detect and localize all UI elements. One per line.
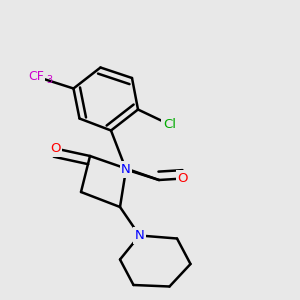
Text: O: O [178, 172, 188, 185]
Text: O: O [50, 142, 61, 155]
Text: 3: 3 [46, 75, 52, 85]
Text: N: N [135, 229, 144, 242]
Text: CF: CF [28, 70, 44, 83]
Text: Cl: Cl [163, 118, 176, 131]
Text: N: N [121, 163, 131, 176]
